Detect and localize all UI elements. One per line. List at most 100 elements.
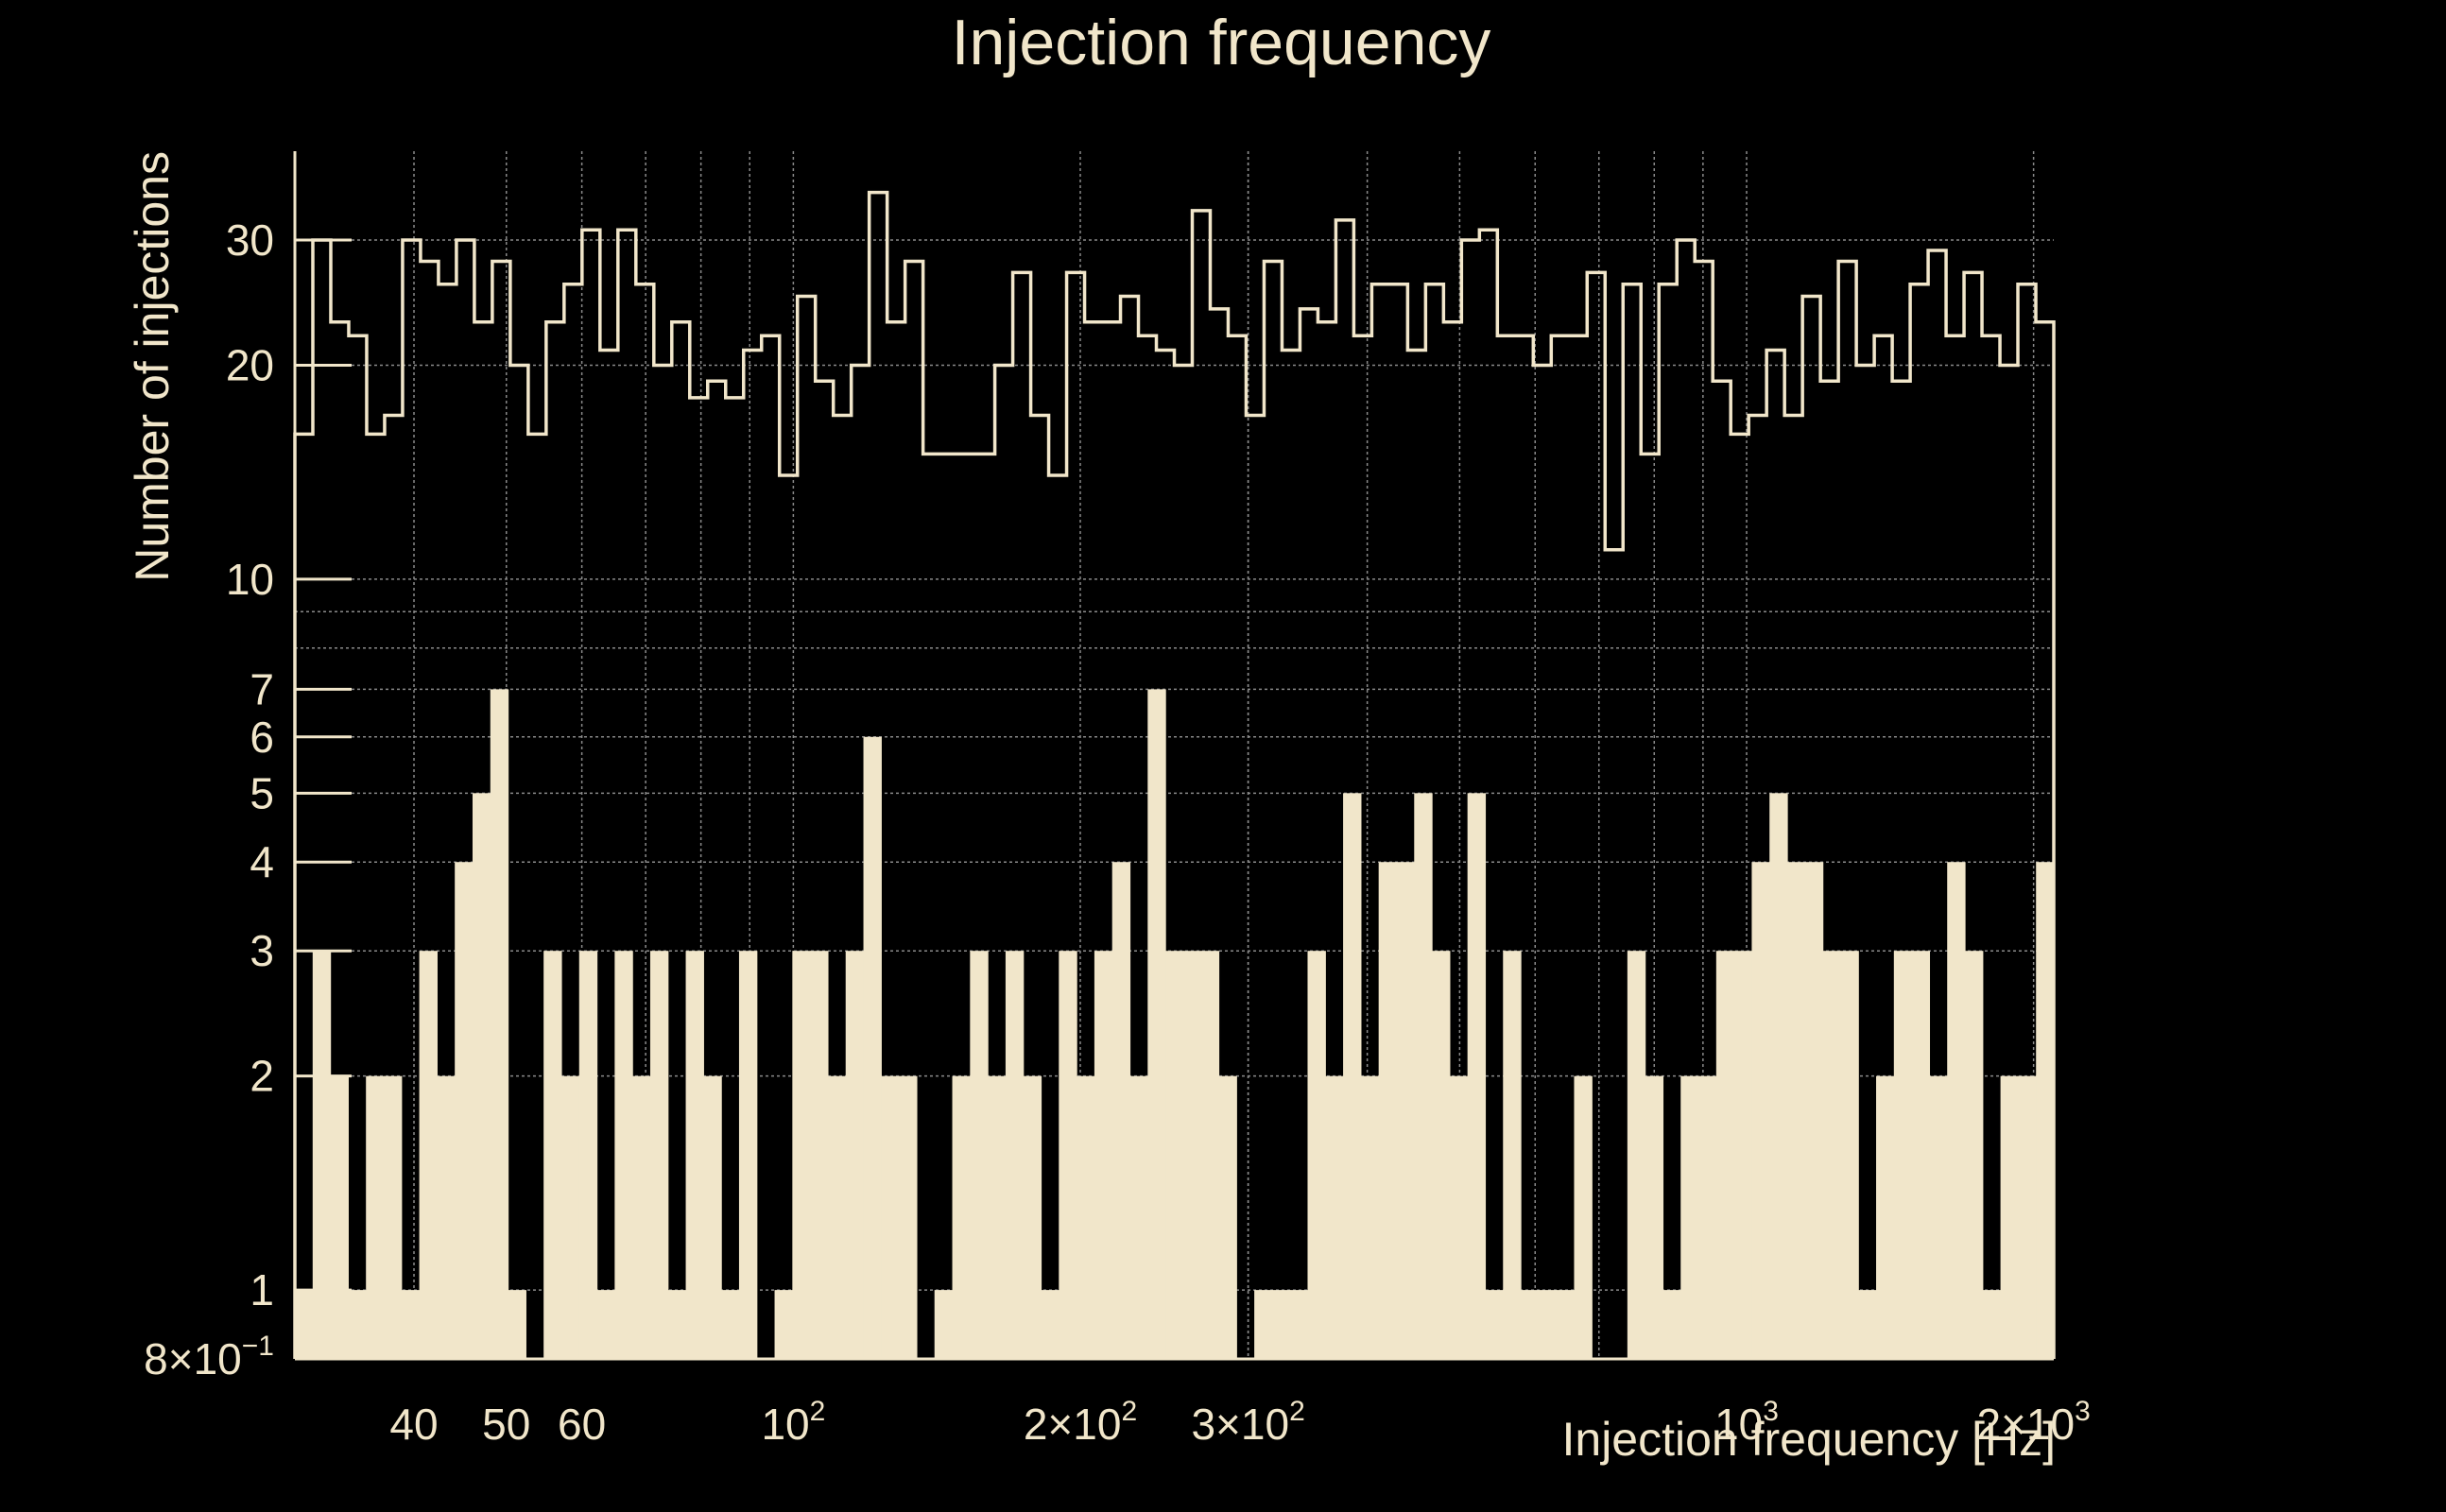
y-tick-label: 5	[250, 768, 274, 817]
histogram-bar	[863, 736, 882, 1359]
histogram-bar	[1645, 1075, 1664, 1359]
histogram-bar	[810, 951, 829, 1359]
y-tick-labels: 8×10−1 1 2 3 4 5 67 10 20 30	[144, 215, 274, 1383]
histogram-bar	[703, 1075, 722, 1359]
x-tick-label: 3×102	[1191, 1396, 1304, 1449]
histogram-bar	[401, 1290, 421, 1359]
x-tick-labels: 40 50 60 102 2×102 3×102 103 2×103	[389, 1396, 2090, 1449]
histogram-bar	[792, 951, 811, 1359]
histogram-bar	[1289, 1290, 1309, 1359]
histogram-bar	[490, 689, 509, 1359]
histogram-bar	[2018, 1075, 2037, 1359]
histogram-bar	[1041, 1290, 1059, 1359]
histogram-bar	[543, 951, 562, 1359]
histogram-bar	[295, 1290, 314, 1359]
histogram-bar	[1804, 862, 1824, 1359]
histogram-bar	[330, 1075, 349, 1359]
y-tick-label: 6	[250, 713, 274, 762]
histogram-bar	[952, 1075, 971, 1359]
histogram-bar	[1023, 1075, 1042, 1359]
x-tick-label: 2×102	[1024, 1396, 1137, 1449]
x-tick-label: 2×103	[1976, 1396, 2090, 1449]
histogram-bar	[312, 951, 332, 1359]
histogram-bar	[1911, 951, 1931, 1359]
histogram-bar	[667, 1290, 687, 1359]
y-tick-label: 20	[226, 340, 274, 389]
histogram-bar	[472, 793, 491, 1359]
histogram-bar	[1254, 1290, 1273, 1359]
histogram-bar	[1929, 1075, 1948, 1359]
histogram-bar	[1521, 1290, 1540, 1359]
y-tick-label: 4	[250, 837, 274, 886]
x-tick-label: 40	[389, 1400, 438, 1449]
histogram-bar	[970, 951, 989, 1359]
histogram-bar	[1005, 951, 1025, 1359]
histogram-bar	[1271, 1290, 1291, 1359]
x-tick-label: 50	[482, 1400, 530, 1449]
histogram-bar	[1733, 951, 1753, 1359]
histogram-bar	[1147, 689, 1166, 1359]
chart-title: Injection frequency	[952, 7, 1491, 78]
axes	[293, 151, 2054, 1361]
histogram-bar	[1751, 862, 1770, 1359]
histogram-bar	[1893, 951, 1913, 1359]
x-axis-label: Injection frequency [Hz]	[1562, 1413, 2057, 1466]
histogram-bar	[1556, 1290, 1576, 1359]
histogram-bar	[1822, 951, 1842, 1359]
histogram-bar	[1574, 1075, 1593, 1359]
y-tick-label: 1	[250, 1265, 274, 1314]
histogram-bar	[1378, 862, 1398, 1359]
histogram-bar	[934, 1290, 954, 1359]
histogram-bar	[1982, 1290, 2002, 1359]
histogram-bar	[1343, 793, 1362, 1359]
histogram-bar	[1432, 951, 1451, 1359]
x-tick-label: 102	[761, 1396, 825, 1449]
histogram-bar	[845, 951, 865, 1359]
filled-series	[295, 689, 2055, 1359]
histogram-bar	[721, 1290, 740, 1359]
histogram-bar	[1715, 951, 1735, 1359]
y-tick-label: 3	[250, 926, 274, 975]
histogram-bar	[1325, 1075, 1344, 1359]
histogram-bar	[1680, 1075, 1699, 1359]
y-tick-label: 10	[226, 555, 274, 604]
histogram-bar	[614, 951, 633, 1359]
histogram-bar	[1200, 951, 1220, 1359]
y-tick-label: 30	[226, 215, 274, 265]
histogram-bar	[632, 1075, 651, 1359]
histogram-bar	[1307, 951, 1326, 1359]
histogram-bar	[383, 1075, 403, 1359]
y-tick-label: 2	[250, 1052, 274, 1101]
histogram-bar	[899, 1075, 918, 1359]
histogram-bar	[348, 1290, 367, 1359]
histogram-bar	[560, 1075, 580, 1359]
histogram-bar	[988, 1075, 1007, 1359]
x-tick-label: 60	[558, 1400, 606, 1449]
histogram-bar	[649, 951, 669, 1359]
x-tick-label: 103	[1714, 1396, 1779, 1449]
histogram-bar	[508, 1290, 526, 1359]
histogram-bar	[1077, 1075, 1095, 1359]
histogram-bar	[1414, 793, 1433, 1359]
histogram-bar	[774, 1290, 793, 1359]
histogram-bar	[596, 1290, 615, 1359]
histogram-bar	[1947, 862, 1966, 1359]
histogram-bar	[1662, 1290, 1681, 1359]
histogram-bar	[1787, 862, 1806, 1359]
histogram-bar	[738, 951, 758, 1359]
histogram-bar	[455, 862, 474, 1359]
step-outline-series	[293, 190, 2056, 1359]
histogram-bar	[2036, 862, 2055, 1359]
histogram-bar	[827, 1075, 847, 1359]
histogram-bar	[881, 1075, 900, 1359]
histogram-bar	[1503, 951, 1522, 1359]
histogram-bar	[366, 1075, 385, 1359]
histogram-bar	[1698, 1075, 1717, 1359]
histogram-bar	[1449, 1075, 1469, 1359]
histogram-bar	[1360, 1075, 1380, 1359]
histogram-bar	[1094, 951, 1113, 1359]
histogram-bar	[2000, 1075, 2020, 1359]
histogram-bar	[685, 951, 704, 1359]
step-series	[293, 190, 2056, 1359]
histogram-bar	[1396, 862, 1415, 1359]
